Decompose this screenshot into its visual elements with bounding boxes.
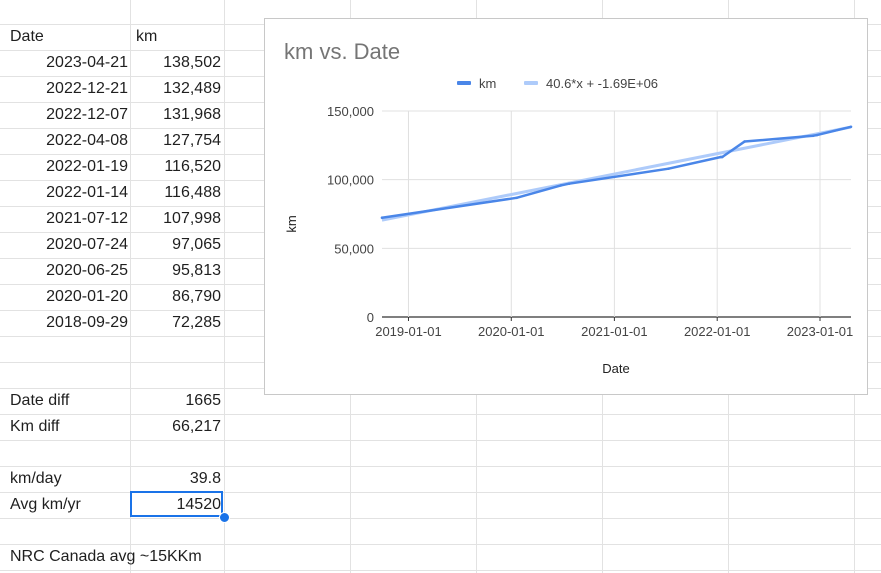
km-cell[interactable]: 97,065 xyxy=(172,236,221,253)
km-cell[interactable]: 116,488 xyxy=(164,184,221,201)
x-axis-ticks: 2019-01-01 2020-01-01 2021-01-01 2022-01-01… xyxy=(375,324,853,339)
km-cell[interactable]: 86,790 xyxy=(172,288,221,305)
date-cell[interactable]: 2022-12-07 xyxy=(46,106,128,123)
avg-km-yr-label[interactable]: Avg km/yr xyxy=(10,496,81,513)
date-cell[interactable]: 2022-01-19 xyxy=(46,158,128,175)
date-diff-label[interactable]: Date diff xyxy=(10,392,70,409)
legend-label-km: km xyxy=(479,76,496,91)
km-cell[interactable]: 72,285 xyxy=(172,314,221,331)
x-tick-label: 2022-01-01 xyxy=(684,324,751,339)
data-point-km xyxy=(380,216,384,220)
data-point-km xyxy=(811,134,815,138)
trendline xyxy=(381,125,852,222)
avg-km-yr-value[interactable]: 14520 xyxy=(176,496,222,513)
km-cell[interactable]: 132,489 xyxy=(163,80,221,97)
data-point-km xyxy=(667,167,670,170)
km-per-day-value[interactable]: 39.8 xyxy=(189,470,221,487)
data-point-km xyxy=(815,133,819,137)
y-tick-label: 150,000 xyxy=(327,104,374,119)
data-point-km xyxy=(849,125,853,129)
date-cell[interactable]: 2018-09-29 xyxy=(46,314,128,331)
date-diff-value[interactable]: 1665 xyxy=(185,392,221,409)
chart-legend: km 40.6*x + -1.69E+06 xyxy=(457,76,658,91)
line-chart: km vs. Date km 40.6*x + -1.69E+06 0 50,00… xyxy=(284,39,853,376)
y-tick-label: 0 xyxy=(367,310,374,325)
note-cell[interactable]: NRC Canada avg ~15KKm xyxy=(10,548,202,565)
data-point-km xyxy=(720,155,724,159)
data-point-km xyxy=(567,182,571,185)
y-axis-ticks: 0 50,000 100,000 150,000 xyxy=(327,104,374,325)
km-diff-value[interactable]: 66,217 xyxy=(172,418,221,435)
x-tick-label: 2020-01-01 xyxy=(478,324,544,339)
km-cell[interactable]: 107,998 xyxy=(163,210,221,227)
data-point-km xyxy=(559,184,563,187)
selected-cell-outline xyxy=(130,491,223,517)
km-cell[interactable]: 95,813 xyxy=(172,262,221,279)
km-per-day-label[interactable]: km/day xyxy=(10,470,62,487)
date-cell[interactable]: 2021-07-12 xyxy=(46,210,128,227)
legend-label-trendline: 40.6*x + -1.69E+06 xyxy=(546,76,658,91)
km-diff-label[interactable]: Km diff xyxy=(10,418,60,435)
y-tick-label: 100,000 xyxy=(327,173,374,188)
x-tick-label: 2023-01-01 xyxy=(787,324,854,339)
km-cell[interactable]: 138,502 xyxy=(163,54,221,71)
km-cell[interactable]: 131,968 xyxy=(163,106,221,123)
date-cell[interactable]: 2022-12-21 xyxy=(46,80,128,97)
date-cell[interactable]: 2020-01-20 xyxy=(46,288,128,305)
y-axis-title: km xyxy=(284,215,299,232)
date-cell[interactable]: 2022-04-08 xyxy=(46,132,128,149)
chart-series xyxy=(380,125,853,222)
header-km[interactable]: km xyxy=(136,28,158,45)
legend-swatch-km xyxy=(457,81,471,85)
x-axis-title: Date xyxy=(602,361,629,376)
data-point-km xyxy=(743,140,746,143)
fill-handle[interactable] xyxy=(219,512,230,523)
km-cell[interactable]: 127,754 xyxy=(163,132,221,149)
chart-title: km vs. Date xyxy=(284,39,400,64)
y-tick-label: 50,000 xyxy=(334,241,374,256)
date-cell[interactable]: 2022-01-14 xyxy=(46,184,128,201)
x-tick-label: 2021-01-01 xyxy=(581,324,648,339)
data-point-km xyxy=(515,196,518,200)
x-tick-label: 2019-01-01 xyxy=(375,324,442,339)
header-date[interactable]: Date xyxy=(10,28,44,45)
date-cell[interactable]: 2020-07-24 xyxy=(46,236,128,253)
legend-swatch-trendline xyxy=(524,81,538,85)
chart-panel[interactable]: km vs. Date km 40.6*x + -1.69E+06 0 50,00… xyxy=(264,18,868,395)
date-cell[interactable]: 2023-04-21 xyxy=(46,54,128,71)
km-cell[interactable]: 116,520 xyxy=(164,158,221,175)
date-cell[interactable]: 2020-06-25 xyxy=(46,262,128,279)
chart-gridlines xyxy=(382,110,851,321)
